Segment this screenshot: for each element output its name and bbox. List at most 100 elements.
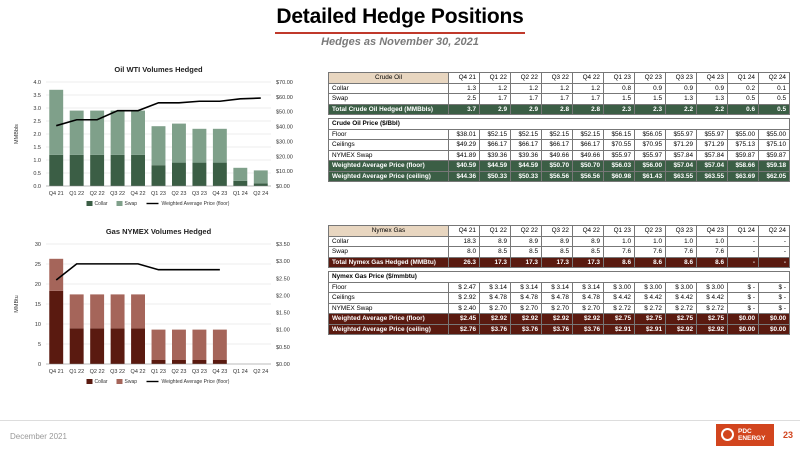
- table-cell: $66.17: [541, 139, 573, 151]
- table-cell: 0.5: [758, 93, 790, 105]
- column-header: Q1 23: [603, 72, 635, 84]
- bar-collar: [151, 360, 166, 364]
- table-cell: $ 2.40: [448, 302, 480, 314]
- table-cell: $44.36: [448, 170, 480, 182]
- table-row: NYMEX Swap $41.89 $39.36 $39.36 $49.66 $49.66…: [328, 149, 790, 161]
- y2-tick-label: $0.50: [276, 345, 290, 351]
- column-header: Q1 24: [727, 225, 759, 237]
- bar-collar: [192, 360, 207, 364]
- table-cell: 0.2: [727, 82, 759, 94]
- row-label: NYMEX Swap: [328, 149, 449, 161]
- table-cell: 1.7: [572, 93, 604, 105]
- table-cell: 0.8: [603, 82, 635, 94]
- legend-swatch-swap: [116, 379, 123, 384]
- table-cell: 17.3: [572, 256, 604, 268]
- bar-collar: [233, 180, 248, 186]
- bar-collar: [253, 183, 268, 186]
- table-cell: 8.6: [634, 256, 666, 268]
- table-row: Weighted Average Price (ceiling) $44.36 $5…: [328, 170, 790, 182]
- bar-swap: [69, 110, 84, 155]
- table-cell: $50.70: [541, 160, 573, 172]
- x-tick-label: Q4 23: [212, 369, 227, 375]
- y2-tick-label: $0.00: [276, 362, 290, 368]
- table-cell: $2.76: [448, 323, 480, 335]
- row-label: Total Nymex Gas Hedged (MMBtu): [328, 256, 449, 268]
- x-tick-label: Q4 22: [131, 191, 146, 197]
- bar-swap: [253, 170, 268, 184]
- table-cell: $ 4.78: [572, 292, 604, 304]
- table-header-row: Nymex Gas Q4 21 Q1 22 Q2 22 Q3 22 Q4 22 Q1 23 Q…: [328, 225, 790, 237]
- table-cell: $ 3.14: [572, 281, 604, 293]
- table-cell: $2.92: [479, 313, 511, 325]
- y-tick-label: 2.0: [33, 132, 41, 138]
- x-tick-label: Q1 22: [69, 369, 84, 375]
- column-header: Q3 22: [541, 225, 573, 237]
- x-tick-label: Q1 24: [233, 369, 248, 375]
- bar-swap: [131, 294, 145, 329]
- bar-collar: [212, 360, 227, 364]
- table-cell: 2.8: [541, 103, 573, 115]
- table-cell: -: [758, 256, 790, 268]
- table-cell: $55.97: [665, 128, 697, 140]
- column-header: Q1 22: [479, 72, 511, 84]
- x-tick-label: Q2 24: [253, 369, 268, 375]
- table-cell: $59.87: [727, 149, 759, 161]
- legend-swatch-swap: [116, 201, 123, 206]
- table-cell: 2.9: [479, 103, 511, 115]
- table-cell: $2.45: [448, 313, 480, 325]
- table-cell: $62.05: [758, 170, 790, 182]
- table-cell: 1.0: [634, 235, 666, 247]
- table-cell: $55.97: [634, 149, 666, 161]
- company-logo: PDC ENERGY: [716, 424, 774, 446]
- table-cell: $2.92: [696, 323, 728, 335]
- table-cell: $57.04: [696, 160, 728, 172]
- row-label: Floor: [328, 128, 449, 140]
- table-cell: $ -: [758, 281, 790, 293]
- y2-tick-label: $3.50: [276, 242, 290, 248]
- bar-swap: [69, 294, 84, 329]
- table-cell: 1.0: [665, 235, 697, 247]
- table-cell: $2.92: [572, 313, 604, 325]
- table-cell: $70.95: [634, 139, 666, 151]
- column-header: Q1 22: [479, 225, 511, 237]
- x-tick-label: Q1 24: [233, 191, 248, 197]
- column-header: Q4 21: [448, 72, 480, 84]
- y2-tick-label: $1.00: [276, 328, 290, 334]
- x-tick-label: Q1 23: [151, 191, 166, 197]
- table-cell: $56.00: [634, 160, 666, 172]
- table-cell: $55.97: [696, 128, 728, 140]
- table-cell: $66.17: [572, 139, 604, 151]
- table-cell: $ 3.14: [479, 281, 511, 293]
- table-cell: $2.92: [541, 313, 573, 325]
- x-tick-label: Q4 22: [131, 369, 146, 375]
- table-cell: 8.0: [448, 246, 480, 258]
- table-cell: 1.7: [479, 93, 511, 105]
- y-tick-label: 5: [38, 342, 41, 348]
- table-cell: $55.00: [758, 128, 790, 140]
- table-cell: 8.6: [665, 256, 697, 268]
- table-cell: $ 4.42: [634, 292, 666, 304]
- table-cell: 0.6: [727, 103, 759, 115]
- x-tick-label: Q2 22: [90, 191, 105, 197]
- table-cell: 1.3: [696, 93, 728, 105]
- bar-swap: [233, 167, 248, 181]
- row-label: Swap: [328, 246, 449, 258]
- table-cell: $3.76: [510, 323, 542, 335]
- table-cell: $2.91: [603, 323, 635, 335]
- column-header: Q4 22: [572, 225, 604, 237]
- table-cell: $57.84: [665, 149, 697, 161]
- x-tick-label: Q3 23: [192, 191, 207, 197]
- crude-oil-hedge-table: Crude Oil Q4 21 Q1 22 Q2 22 Q3 22 Q4 22 Q1 23 Q…: [328, 72, 790, 182]
- table-cell: $56.56: [572, 170, 604, 182]
- table-cell: $75.10: [758, 139, 790, 151]
- column-header: Q2 24: [758, 72, 790, 84]
- table-cell: 8.5: [572, 246, 604, 258]
- table-cell: 1.2: [479, 82, 511, 94]
- column-header: Q3 22: [541, 72, 573, 84]
- table-cell: $44.59: [510, 160, 542, 172]
- x-tick-label: Q2 24: [253, 191, 268, 197]
- table-cell: $ -: [758, 292, 790, 304]
- y-tick-label: 3.5: [33, 93, 41, 99]
- table-cell: $66.17: [510, 139, 542, 151]
- table-cell: $66.17: [479, 139, 511, 151]
